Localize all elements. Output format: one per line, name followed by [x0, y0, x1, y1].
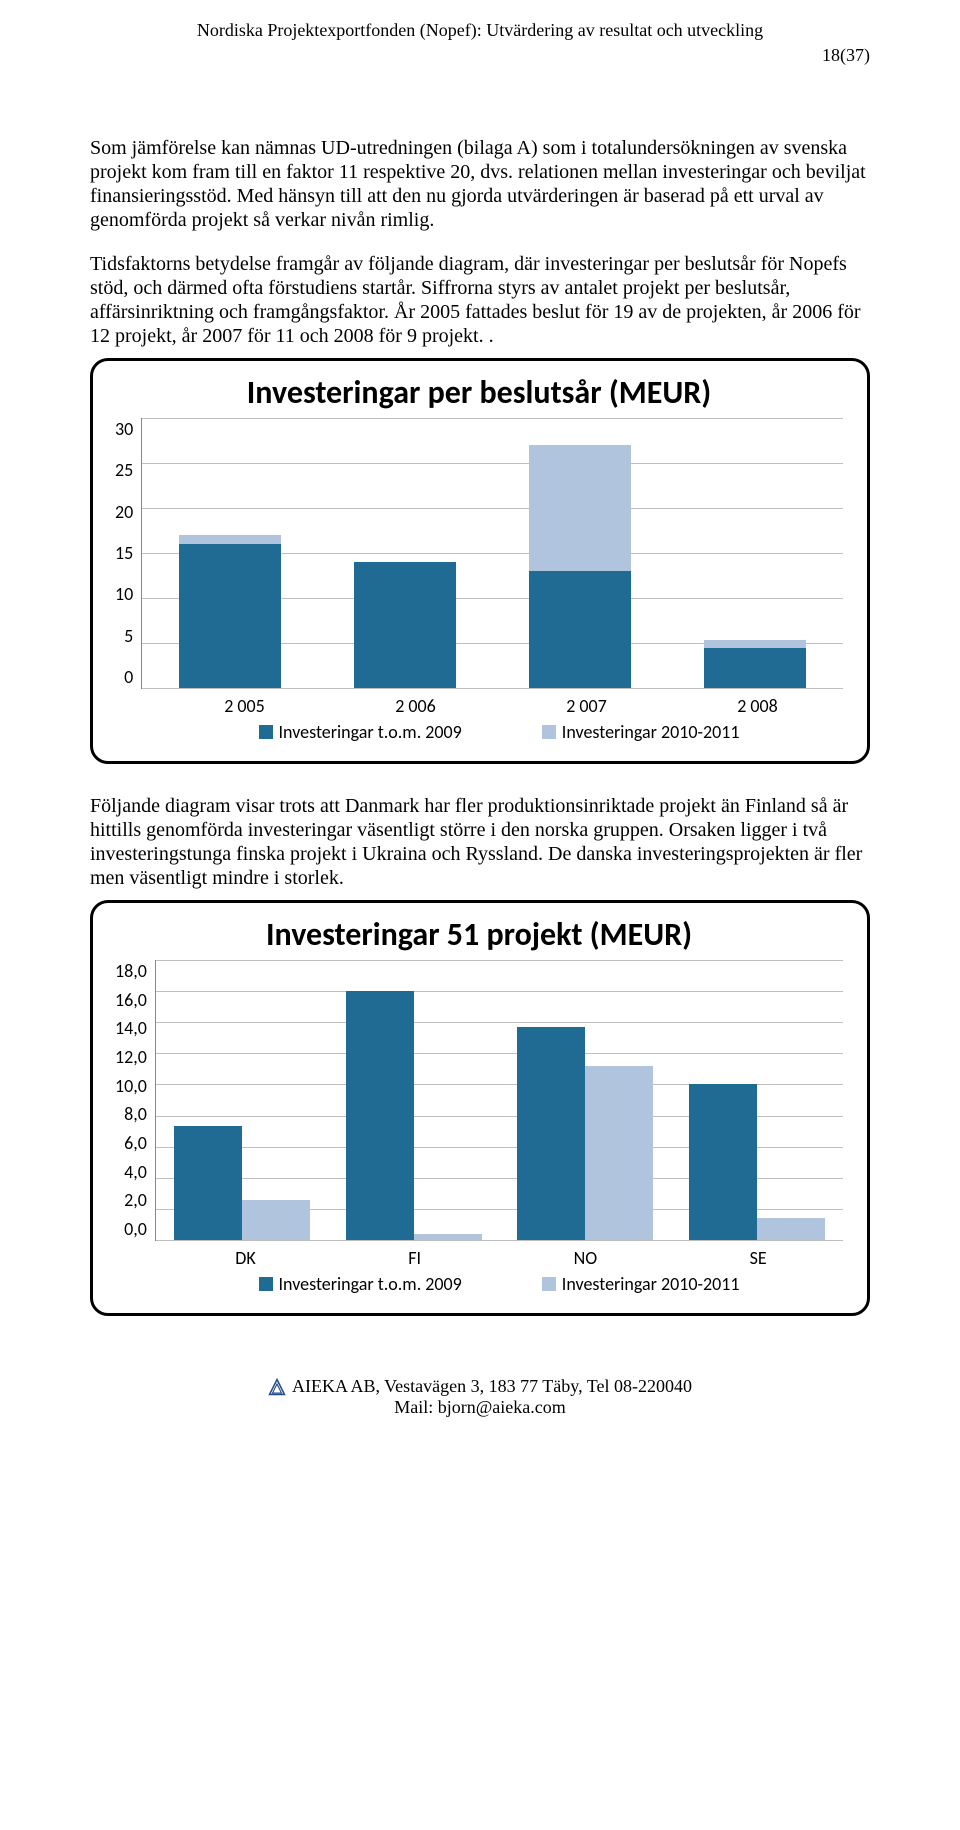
y-tick-label: 12,0 — [115, 1046, 147, 1068]
legend-label-a-2: Investeringar t.o.m. 2009 — [279, 1273, 462, 1295]
paragraph-3: Följande diagram visar trots att Danmark… — [90, 794, 870, 890]
chart1-y-axis: 30 25 20 15 10 5 0 — [115, 418, 141, 688]
legend-swatch-b-2 — [542, 1277, 556, 1291]
chart-investeringar-51-projekt: Investeringar 51 projekt (MEUR) 18,0 16,0… — [90, 900, 870, 1316]
footer-text-1: AIEKA AB, Vestavägen 3, 183 77 Täby, Tel… — [292, 1376, 692, 1397]
chart1-x-labels: 2 005 2 006 2 007 2 008 — [159, 695, 843, 717]
paragraph-1: Som jämförelse kan nämnas UD-utredningen… — [90, 136, 870, 232]
legend-label-b: Investeringar 2010-2011 — [562, 721, 740, 743]
legend-label-a: Investeringar t.o.m. 2009 — [279, 721, 462, 743]
gridline — [142, 688, 843, 689]
bar-segment — [704, 640, 806, 647]
bar — [585, 1066, 653, 1240]
bar-stack — [704, 640, 806, 688]
y-tick-label: 30 — [115, 418, 133, 440]
gridline — [156, 1240, 843, 1241]
footer-text-2: Mail: bjorn@aieka.com — [90, 1397, 870, 1418]
page-footer: AIEKA AB, Vestavägen 3, 183 77 Täby, Tel… — [90, 1376, 870, 1418]
legend-label-b-2: Investeringar 2010-2011 — [562, 1273, 740, 1295]
chart-investeringar-per-beslutsar: Investeringar per beslutsår (MEUR) 30 25 2… — [90, 358, 870, 764]
bar-segment — [354, 562, 456, 688]
y-tick-label: 14,0 — [115, 1017, 147, 1039]
bar-segment — [529, 571, 631, 688]
y-tick-label: 10,0 — [115, 1075, 147, 1097]
legend-item-series-a: Investeringar t.o.m. 2009 — [259, 721, 462, 743]
chart2-legend: Investeringar t.o.m. 2009 Investeringar … — [155, 1273, 843, 1295]
bar-stack — [354, 562, 456, 688]
legend-swatch-a-2 — [259, 1277, 273, 1291]
bar — [346, 991, 414, 1240]
bar-group — [174, 1126, 310, 1240]
bar — [242, 1200, 310, 1240]
x-tick-label: 2 006 — [395, 695, 436, 717]
chart2-y-axis: 18,0 16,0 14,0 12,0 10,0 8,0 6,0 4,0 2,0 0,0 — [115, 960, 155, 1240]
y-tick-label: 16,0 — [115, 989, 147, 1011]
bar-group — [346, 991, 482, 1240]
paragraph-2: Tidsfaktorns betydelse framgår av följan… — [90, 252, 870, 348]
legend-item-series-b-2: Investeringar 2010-2011 — [542, 1273, 740, 1295]
chart1-plot — [141, 418, 843, 689]
y-tick-label: 20 — [115, 501, 133, 523]
bar-stack — [529, 445, 631, 688]
bar-segment — [179, 544, 281, 688]
bar-segment — [529, 445, 631, 571]
legend-item-series-b: Investeringar 2010-2011 — [542, 721, 740, 743]
y-tick-label: 2,0 — [124, 1189, 147, 1211]
legend-item-series-a-2: Investeringar t.o.m. 2009 — [259, 1273, 462, 1295]
chart2-bars — [156, 960, 843, 1240]
legend-swatch-a — [259, 725, 273, 739]
page-number: 18(37) — [90, 45, 870, 66]
x-tick-label: 2 008 — [737, 695, 778, 717]
x-tick-label: FI — [408, 1247, 421, 1269]
bar — [414, 1234, 482, 1240]
bar — [517, 1027, 585, 1240]
y-tick-label: 18,0 — [115, 960, 147, 982]
chart2-area: 18,0 16,0 14,0 12,0 10,0 8,0 6,0 4,0 2,0 0,0 — [115, 960, 843, 1241]
y-tick-label: 5 — [124, 625, 133, 647]
x-tick-label: 2 007 — [566, 695, 607, 717]
chart1-bars — [142, 418, 843, 688]
y-tick-label: 25 — [115, 459, 133, 481]
bar — [174, 1126, 242, 1240]
bar-group — [689, 1084, 825, 1240]
footer-line-1: AIEKA AB, Vestavägen 3, 183 77 Täby, Tel… — [90, 1376, 870, 1397]
chart1-area: 30 25 20 15 10 5 0 — [115, 418, 843, 689]
y-tick-label: 6,0 — [124, 1132, 147, 1154]
bar-segment — [704, 648, 806, 689]
page: Nordiska Projektexportfonden (Nopef): Ut… — [0, 0, 960, 1448]
chart1-title: Investeringar per beslutsår (MEUR) — [115, 373, 843, 412]
y-tick-label: 0 — [124, 666, 133, 688]
x-tick-label: NO — [574, 1247, 598, 1269]
bar-segment — [179, 535, 281, 544]
y-tick-label: 0,0 — [124, 1218, 147, 1240]
running-header: Nordiska Projektexportfonden (Nopef): Ut… — [90, 20, 870, 41]
y-tick-label: 15 — [115, 542, 133, 564]
y-tick-label: 8,0 — [124, 1103, 147, 1125]
y-tick-label: 4,0 — [124, 1161, 147, 1183]
legend-swatch-b — [542, 725, 556, 739]
bar — [689, 1084, 757, 1240]
bar-stack — [179, 535, 281, 688]
x-tick-label: 2 005 — [224, 695, 265, 717]
bar — [757, 1218, 825, 1240]
chart2-x-labels: DK FI NO SE — [159, 1247, 843, 1269]
chart2-title: Investeringar 51 projekt (MEUR) — [115, 915, 843, 954]
x-tick-label: SE — [750, 1247, 767, 1269]
bar-group — [517, 1027, 653, 1240]
chart1-legend: Investeringar t.o.m. 2009 Investeringar … — [155, 721, 843, 743]
x-tick-label: DK — [235, 1247, 255, 1269]
y-tick-label: 10 — [115, 583, 133, 605]
aieka-logo-icon — [268, 1378, 286, 1396]
chart2-plot — [155, 960, 843, 1241]
